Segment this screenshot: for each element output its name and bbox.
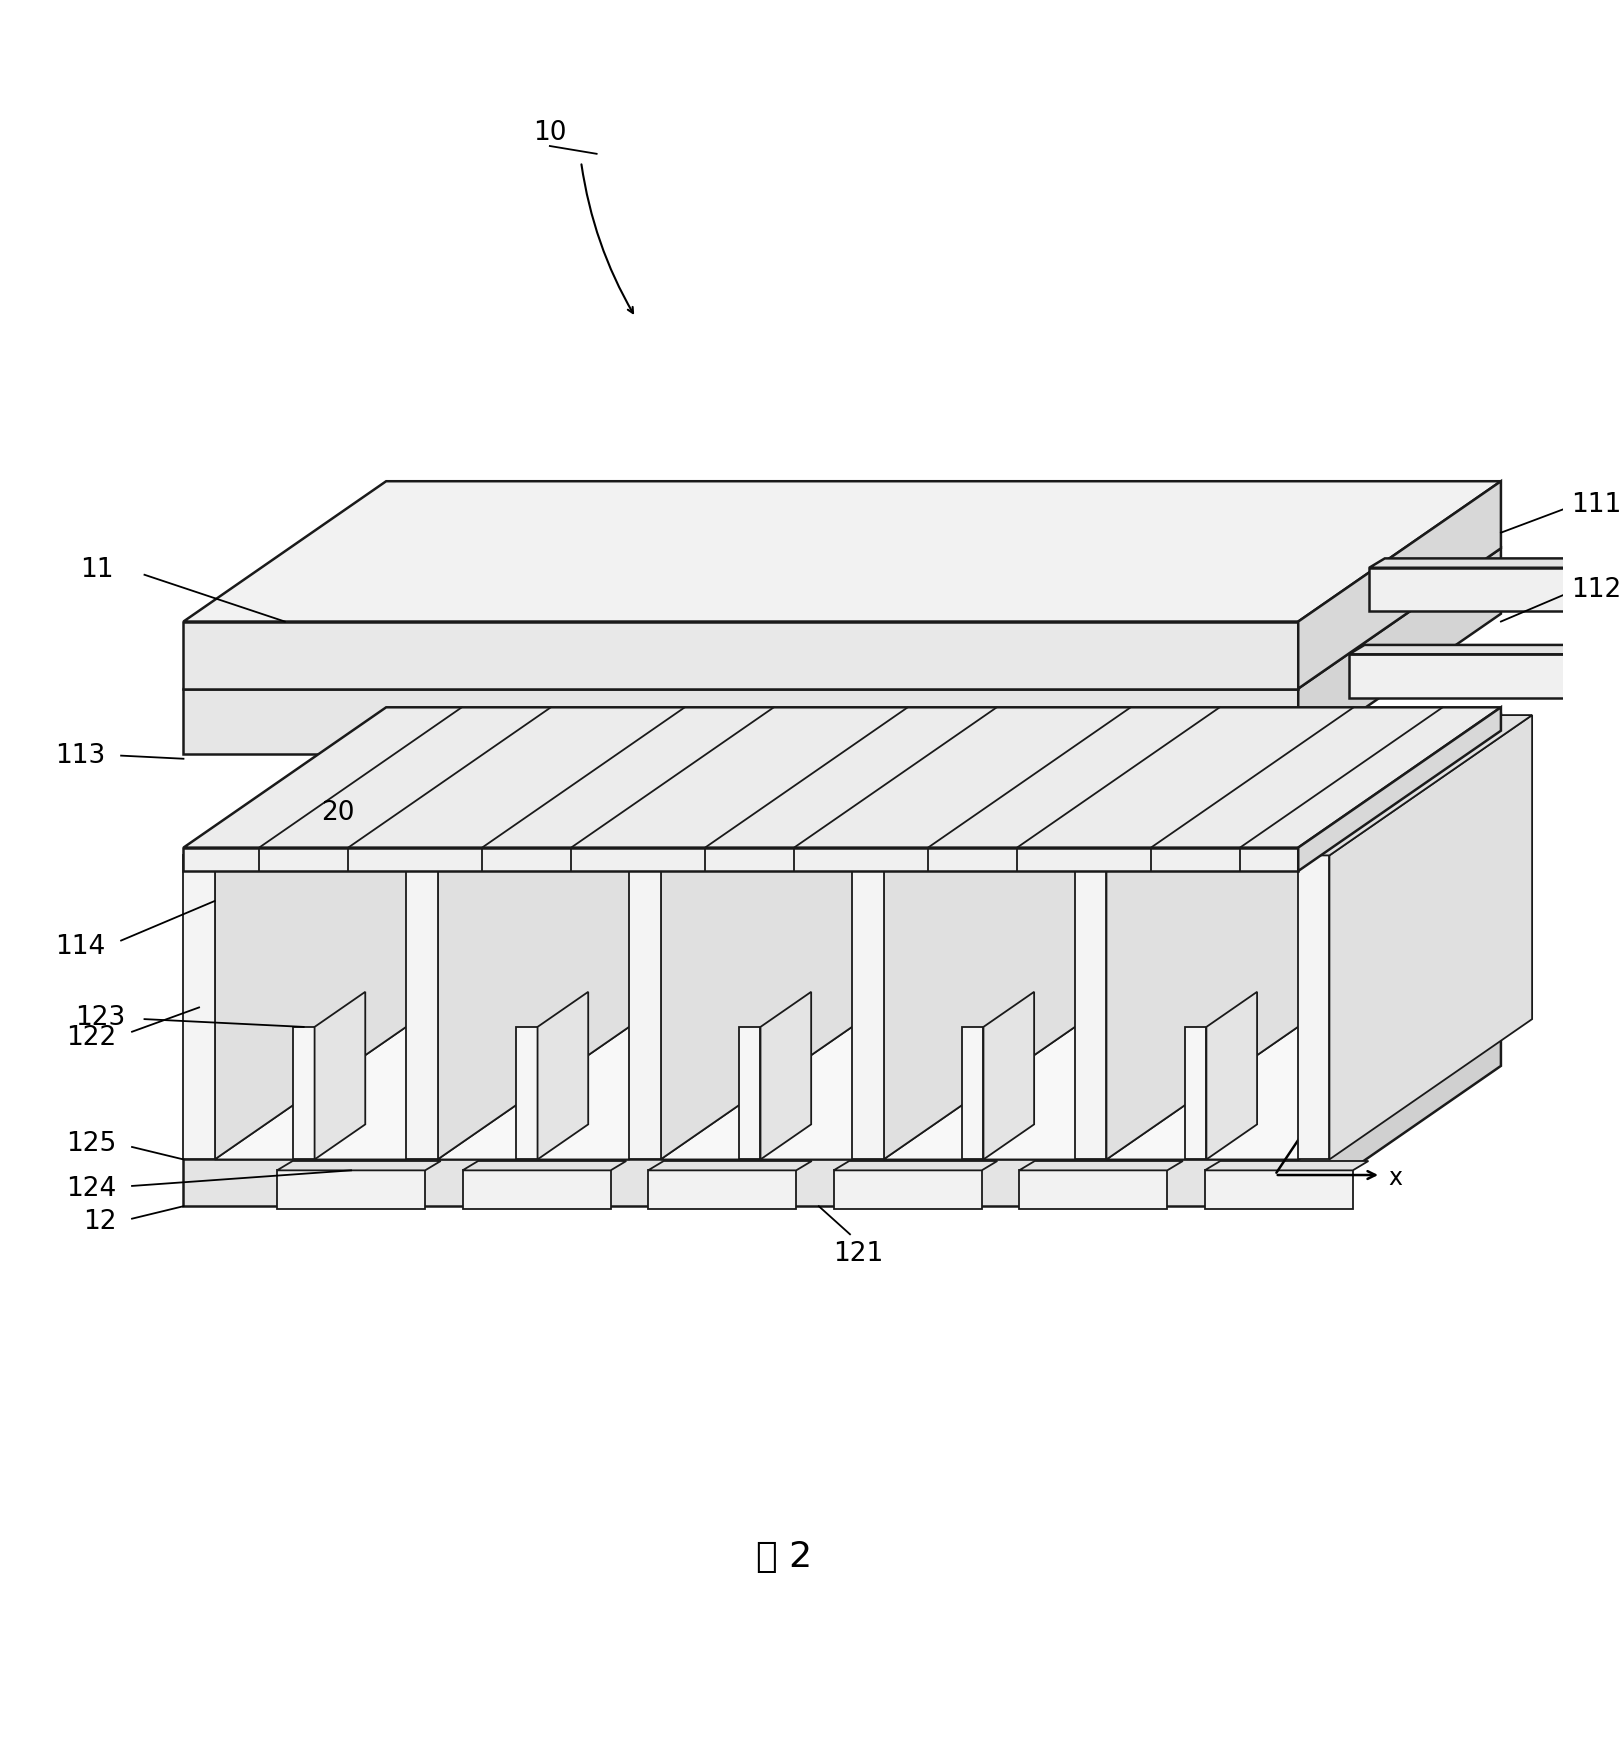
Polygon shape	[1183, 1028, 1206, 1160]
Polygon shape	[183, 549, 1500, 688]
Polygon shape	[463, 1160, 626, 1171]
Polygon shape	[1297, 481, 1500, 688]
Polygon shape	[1206, 991, 1256, 1160]
Polygon shape	[183, 688, 1297, 754]
Polygon shape	[214, 1019, 609, 1160]
Polygon shape	[961, 1028, 984, 1160]
Polygon shape	[630, 855, 661, 1160]
Polygon shape	[883, 714, 1086, 1160]
Polygon shape	[1368, 568, 1578, 611]
Text: 122: 122	[67, 1024, 117, 1050]
Polygon shape	[406, 855, 437, 1160]
Polygon shape	[1297, 714, 1530, 855]
Polygon shape	[183, 1160, 1297, 1205]
Polygon shape	[1297, 855, 1329, 1160]
Text: 123: 123	[76, 1005, 125, 1031]
Polygon shape	[183, 481, 1500, 622]
Polygon shape	[183, 714, 417, 855]
Polygon shape	[1349, 655, 1578, 699]
Text: 20: 20	[321, 800, 355, 826]
Polygon shape	[630, 714, 863, 855]
Polygon shape	[738, 1028, 760, 1160]
Text: 121: 121	[833, 1240, 883, 1266]
Text: 10: 10	[532, 120, 566, 146]
Text: 112: 112	[1569, 577, 1620, 603]
Polygon shape	[183, 1019, 1500, 1160]
Polygon shape	[183, 622, 1297, 688]
Polygon shape	[1329, 714, 1530, 1160]
Polygon shape	[183, 848, 1297, 871]
Polygon shape	[1297, 714, 1500, 1160]
Text: y: y	[1339, 1050, 1354, 1073]
Polygon shape	[537, 991, 588, 1160]
Polygon shape	[183, 714, 1500, 855]
Polygon shape	[406, 714, 639, 855]
Polygon shape	[883, 1019, 1277, 1160]
Polygon shape	[437, 714, 639, 1160]
Polygon shape	[833, 1171, 982, 1209]
Text: 图 2: 图 2	[755, 1540, 812, 1575]
Text: 114: 114	[55, 934, 105, 960]
Polygon shape	[1349, 645, 1594, 655]
Polygon shape	[648, 1160, 812, 1171]
Polygon shape	[661, 714, 863, 1160]
Text: 11: 11	[80, 557, 114, 584]
Polygon shape	[278, 1160, 440, 1171]
Polygon shape	[315, 991, 365, 1160]
Text: 111: 111	[1569, 491, 1620, 517]
Polygon shape	[1297, 1019, 1500, 1205]
Polygon shape	[1074, 714, 1308, 855]
Polygon shape	[1074, 855, 1105, 1160]
Polygon shape	[648, 1171, 795, 1209]
Polygon shape	[437, 1019, 831, 1160]
Polygon shape	[1105, 1019, 1500, 1160]
Polygon shape	[463, 1171, 610, 1209]
Polygon shape	[852, 855, 883, 1160]
Polygon shape	[1105, 714, 1308, 1160]
Polygon shape	[760, 991, 810, 1160]
Polygon shape	[1204, 1160, 1368, 1171]
Polygon shape	[1297, 549, 1500, 754]
Polygon shape	[833, 1160, 997, 1171]
Polygon shape	[214, 714, 417, 1160]
Text: 124: 124	[67, 1176, 117, 1202]
Polygon shape	[516, 1028, 537, 1160]
Polygon shape	[984, 991, 1034, 1160]
Text: 12: 12	[83, 1209, 117, 1235]
Text: 125: 125	[67, 1131, 117, 1157]
Polygon shape	[1204, 1171, 1352, 1209]
Polygon shape	[1019, 1160, 1182, 1171]
Polygon shape	[1297, 707, 1500, 871]
Polygon shape	[183, 855, 214, 1160]
Polygon shape	[278, 1171, 425, 1209]
Polygon shape	[1368, 559, 1594, 568]
Text: x: x	[1388, 1165, 1402, 1190]
Text: 113: 113	[55, 742, 105, 768]
Polygon shape	[292, 1028, 315, 1160]
Polygon shape	[183, 707, 1500, 848]
Polygon shape	[661, 1019, 1055, 1160]
Polygon shape	[852, 714, 1086, 855]
Polygon shape	[1019, 1171, 1167, 1209]
